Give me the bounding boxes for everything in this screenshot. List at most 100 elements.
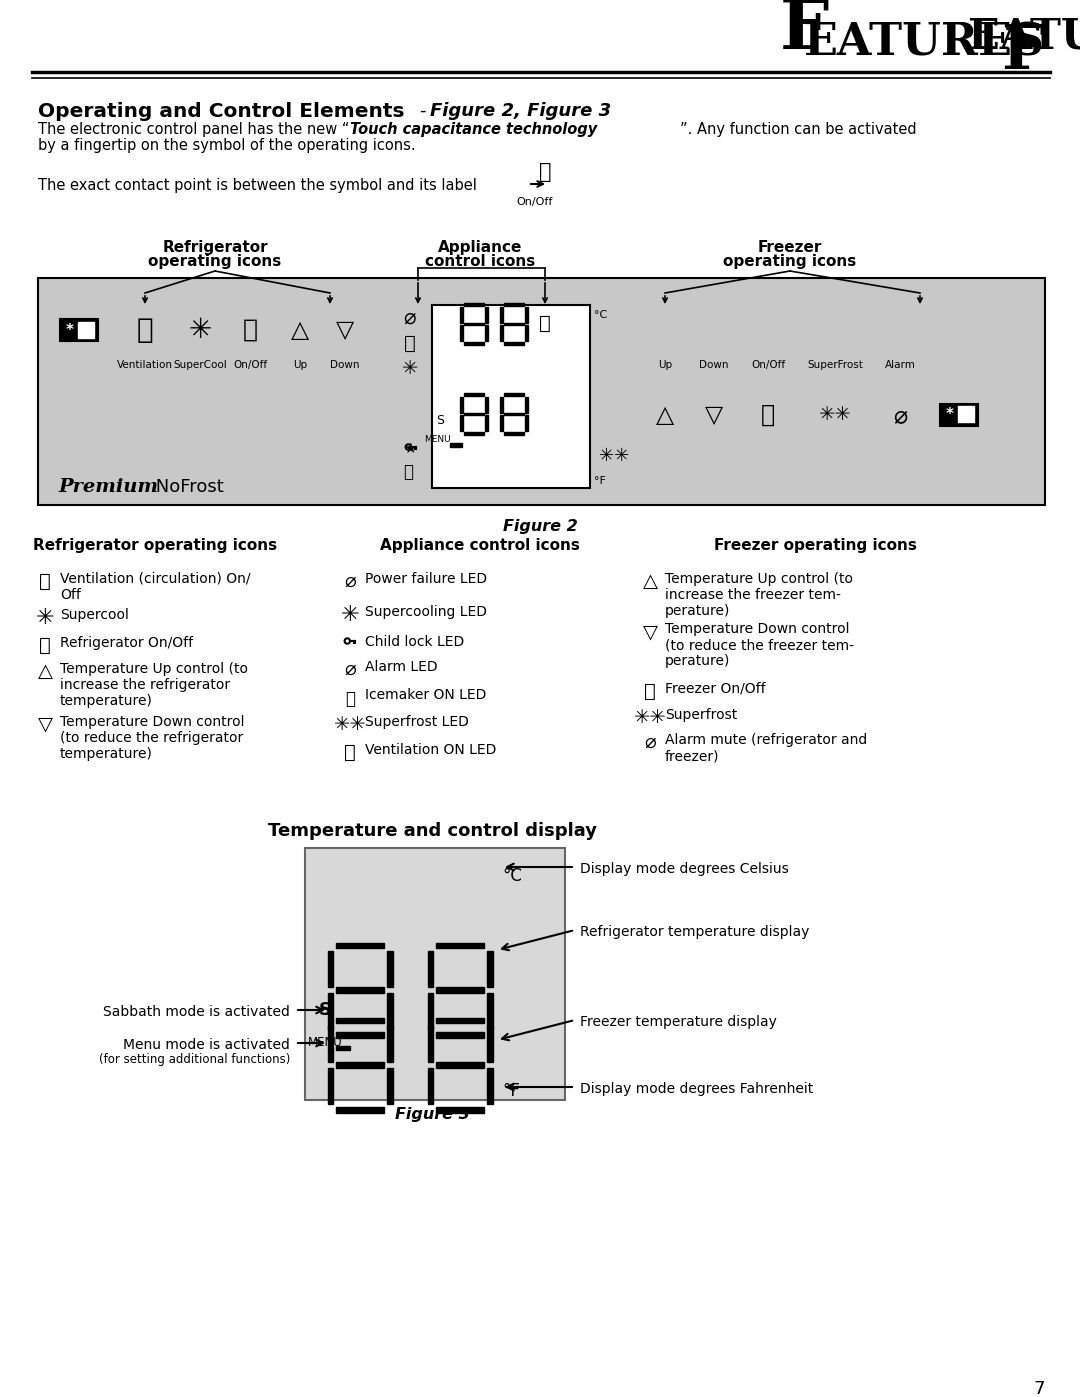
Text: ✳: ✳ — [188, 316, 212, 344]
Bar — [526, 397, 528, 412]
Text: On/Off: On/Off — [517, 197, 553, 207]
Text: Superfrost: Superfrost — [665, 708, 738, 722]
Bar — [487, 951, 492, 988]
Bar — [503, 323, 524, 326]
Text: △: △ — [291, 319, 309, 342]
Text: operating icons: operating icons — [148, 254, 282, 270]
Text: -: - — [420, 102, 432, 120]
Bar — [460, 397, 462, 412]
Text: Ventilation: Ventilation — [117, 360, 173, 370]
Text: Alarm LED: Alarm LED — [365, 659, 437, 673]
Text: △: △ — [643, 571, 658, 591]
Bar — [460, 326, 462, 341]
Text: ✳: ✳ — [340, 605, 360, 624]
Text: Freezer temperature display: Freezer temperature display — [580, 1016, 777, 1030]
Bar — [60, 319, 98, 341]
Text: Display mode degrees Celsius: Display mode degrees Celsius — [580, 862, 788, 876]
Text: On/Off: On/Off — [751, 360, 785, 370]
Text: Down: Down — [330, 360, 360, 370]
Text: Power failure LED: Power failure LED — [365, 571, 487, 585]
Text: EATURES: EATURES — [805, 22, 1045, 66]
Bar — [503, 342, 524, 345]
Text: ✳✳: ✳✳ — [819, 405, 851, 425]
Bar — [526, 326, 528, 341]
Text: °C: °C — [594, 310, 607, 320]
Bar — [486, 415, 488, 432]
Bar — [428, 1067, 433, 1104]
Bar — [387, 993, 392, 1030]
Bar — [503, 433, 524, 434]
Text: △: △ — [656, 402, 674, 427]
Text: Appliance control icons: Appliance control icons — [380, 538, 580, 553]
Text: Freezer operating icons: Freezer operating icons — [714, 538, 917, 553]
Bar — [436, 1032, 484, 1038]
Text: Freezer: Freezer — [758, 240, 822, 256]
Text: ⌀: ⌀ — [893, 402, 907, 427]
Text: Supercool: Supercool — [60, 608, 129, 622]
Text: ⏻: ⏻ — [761, 402, 775, 427]
Bar — [436, 943, 484, 949]
Text: ⮩: ⮩ — [345, 743, 356, 761]
Text: Figure 3: Figure 3 — [394, 1106, 470, 1122]
Text: ⌀: ⌀ — [404, 307, 416, 328]
Bar — [327, 1025, 334, 1062]
Bar — [503, 412, 524, 415]
Bar — [78, 321, 94, 338]
Text: Refrigerator temperature display: Refrigerator temperature display — [580, 925, 809, 939]
Text: Alarm: Alarm — [885, 360, 916, 370]
Text: SuperFrost: SuperFrost — [807, 360, 863, 370]
Bar — [428, 993, 433, 1030]
Text: Supercooling LED: Supercooling LED — [365, 605, 487, 619]
Bar — [387, 1067, 392, 1104]
Text: ⌀: ⌀ — [345, 571, 356, 591]
Text: The electronic control panel has the new “: The electronic control panel has the new… — [38, 122, 349, 137]
Text: ⮩: ⮩ — [39, 571, 51, 591]
Text: ✳✳: ✳✳ — [599, 447, 630, 465]
Bar — [436, 1106, 484, 1112]
Text: ⮩: ⮩ — [404, 334, 416, 352]
Text: Freezer On/Off: Freezer On/Off — [665, 682, 766, 696]
Text: S: S — [319, 1002, 332, 1018]
Text: ⌀: ⌀ — [644, 733, 656, 752]
Text: On/Off: On/Off — [233, 360, 267, 370]
Text: ✳✳: ✳✳ — [634, 708, 666, 726]
Text: ⏻: ⏻ — [539, 162, 551, 182]
Text: Operating and Control Elements: Operating and Control Elements — [38, 102, 405, 122]
Text: Ventilation (circulation) On/
Off: Ventilation (circulation) On/ Off — [60, 571, 251, 602]
Bar — [486, 307, 488, 323]
Text: °C: °C — [502, 868, 522, 886]
Text: S: S — [436, 414, 444, 426]
Text: ⏻: ⏻ — [39, 636, 51, 655]
Bar — [38, 278, 1045, 504]
Text: °F: °F — [502, 1083, 519, 1099]
Text: ⮩: ⮩ — [137, 316, 153, 344]
Text: Figure 2: Figure 2 — [502, 520, 578, 534]
Bar — [463, 342, 484, 345]
Text: △: △ — [38, 662, 53, 680]
Text: ✳✳: ✳✳ — [334, 715, 366, 733]
Bar — [487, 993, 492, 1030]
Text: operating icons: operating icons — [724, 254, 856, 270]
Text: MENU: MENU — [308, 1037, 342, 1049]
Text: ⏻: ⏻ — [644, 682, 656, 701]
Bar — [503, 303, 524, 306]
Bar — [428, 1025, 433, 1062]
Text: Temperature Down control
(to reduce the refrigerator
temperature): Temperature Down control (to reduce the … — [60, 715, 244, 761]
Bar — [336, 1046, 350, 1051]
Bar — [463, 393, 484, 395]
Text: NoFrost: NoFrost — [150, 478, 224, 496]
Text: ▽: ▽ — [336, 319, 354, 342]
Text: Down: Down — [699, 360, 729, 370]
Text: *: * — [66, 323, 75, 338]
Text: ✳: ✳ — [402, 359, 418, 377]
Text: ⌀: ⌀ — [345, 659, 356, 679]
Text: control icons: control icons — [424, 254, 535, 270]
Bar — [336, 1062, 384, 1067]
Bar — [460, 307, 462, 323]
Text: F: F — [1001, 22, 1045, 82]
Text: Figure 2, Figure 3: Figure 2, Figure 3 — [430, 102, 611, 120]
Text: F: F — [780, 0, 829, 63]
Bar — [463, 303, 484, 306]
Bar — [460, 415, 462, 432]
Bar — [958, 407, 974, 422]
